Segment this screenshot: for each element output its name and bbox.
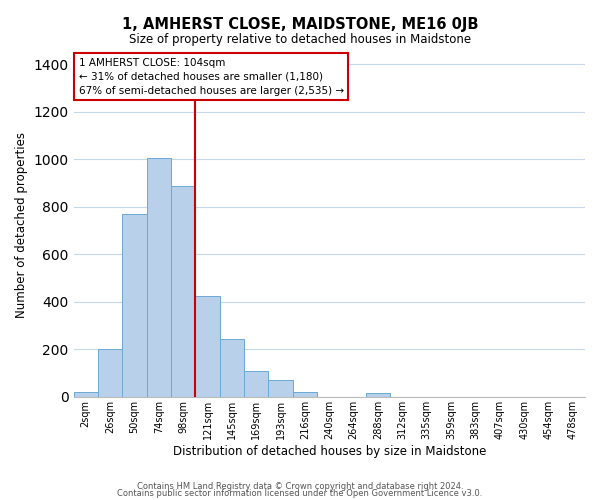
Y-axis label: Number of detached properties: Number of detached properties [15,132,28,318]
X-axis label: Distribution of detached houses by size in Maidstone: Distribution of detached houses by size … [173,444,486,458]
Text: 1 AMHERST CLOSE: 104sqm
← 31% of detached houses are smaller (1,180)
67% of semi: 1 AMHERST CLOSE: 104sqm ← 31% of detache… [79,58,344,96]
Bar [244,371,268,397]
Text: Contains public sector information licensed under the Open Government Licence v3: Contains public sector information licen… [118,489,482,498]
Text: 1, AMHERST CLOSE, MAIDSTONE, ME16 0JB: 1, AMHERST CLOSE, MAIDSTONE, ME16 0JB [122,18,478,32]
Bar [293,392,317,397]
Bar [122,214,146,397]
Text: Contains HM Land Registry data © Crown copyright and database right 2024.: Contains HM Land Registry data © Crown c… [137,482,463,491]
Text: Size of property relative to detached houses in Maidstone: Size of property relative to detached ho… [129,32,471,46]
Bar [98,350,122,397]
Bar [268,380,293,397]
Bar [146,158,171,397]
Bar [366,394,390,397]
Bar [220,338,244,397]
Bar [196,296,220,397]
Bar [74,392,98,397]
Bar [171,186,196,397]
